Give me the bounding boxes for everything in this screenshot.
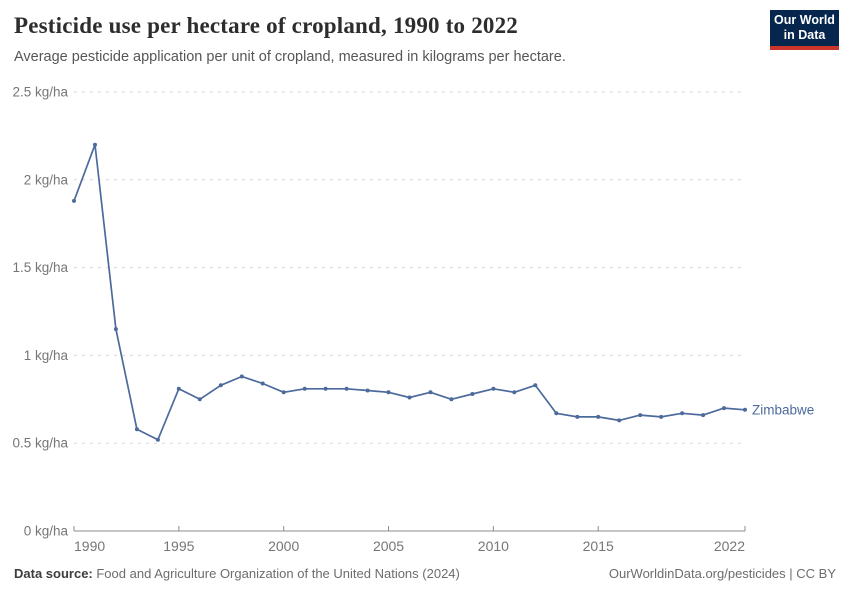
x-axis-label: 2015: [583, 538, 614, 554]
x-axis-label: 2005: [373, 538, 404, 554]
data-point[interactable]: [155, 437, 160, 442]
data-point[interactable]: [134, 427, 139, 432]
data-point[interactable]: [491, 386, 496, 391]
data-point[interactable]: [554, 411, 559, 416]
data-point[interactable]: [743, 407, 747, 412]
x-axis-label: 2022: [714, 538, 745, 554]
data-point[interactable]: [302, 386, 307, 391]
owid-license-link[interactable]: OurWorldinData.org/pesticides | CC BY: [608, 566, 836, 581]
data-point[interactable]: [407, 395, 412, 400]
data-source-label: Data source:: [14, 566, 93, 581]
data-point[interactable]: [239, 374, 244, 379]
data-point[interactable]: [93, 142, 97, 147]
y-axis-label: 1 kg/ha: [24, 348, 69, 363]
data-point[interactable]: [344, 386, 349, 391]
data-point[interactable]: [575, 414, 580, 419]
data-source-text: Food and Agriculture Organization of the…: [92, 566, 460, 581]
data-point[interactable]: [218, 383, 223, 388]
data-point[interactable]: [722, 406, 726, 411]
data-point[interactable]: [323, 386, 328, 391]
data-point[interactable]: [617, 418, 622, 423]
y-axis-label: 2 kg/ha: [24, 172, 69, 187]
x-axis-label: 1990: [74, 538, 105, 554]
owid-logo-line1: Our World: [774, 12, 835, 27]
data-point[interactable]: [260, 381, 265, 386]
data-point[interactable]: [365, 388, 370, 393]
data-point[interactable]: [281, 390, 286, 395]
x-axis-label: 2010: [478, 538, 509, 554]
data-point[interactable]: [428, 390, 433, 395]
y-axis-label: 2.5 kg/ha: [12, 85, 68, 100]
y-axis-label: 0.5 kg/ha: [12, 436, 68, 451]
series-line-zimbabwe[interactable]: [73, 143, 746, 441]
page-title: Pesticide use per hectare of cropland, 1…: [14, 13, 519, 38]
owid-logo-line2: in Data: [783, 28, 826, 42]
y-axis-label: 1.5 kg/ha: [12, 260, 68, 275]
x-axis-label: 1995: [163, 538, 194, 554]
data-point[interactable]: [197, 397, 202, 402]
series-label[interactable]: Zimbabwe: [752, 402, 814, 417]
data-point[interactable]: [512, 390, 517, 395]
data-point[interactable]: [386, 390, 391, 395]
data-point[interactable]: [72, 198, 76, 203]
owid-logo[interactable]: Our World in Data: [770, 10, 839, 50]
chart-footer: Data source: Food and Agriculture Organi…: [14, 566, 836, 581]
data-point[interactable]: [470, 392, 475, 396]
data-point[interactable]: [176, 386, 181, 391]
x-axis-label: 2000: [268, 538, 299, 554]
data-point[interactable]: [638, 413, 643, 418]
y-axis-label: 0 kg/ha: [24, 524, 69, 539]
data-point[interactable]: [449, 397, 454, 402]
data-point[interactable]: [533, 383, 538, 388]
data-point[interactable]: [596, 414, 601, 419]
data-point[interactable]: [680, 411, 685, 416]
data-source: Data source: Food and Agriculture Organi…: [14, 566, 460, 581]
data-point[interactable]: [113, 327, 118, 332]
data-point[interactable]: [701, 413, 706, 418]
chart-subtitle: Average pesticide application per unit o…: [14, 49, 566, 65]
data-point[interactable]: [659, 414, 664, 419]
